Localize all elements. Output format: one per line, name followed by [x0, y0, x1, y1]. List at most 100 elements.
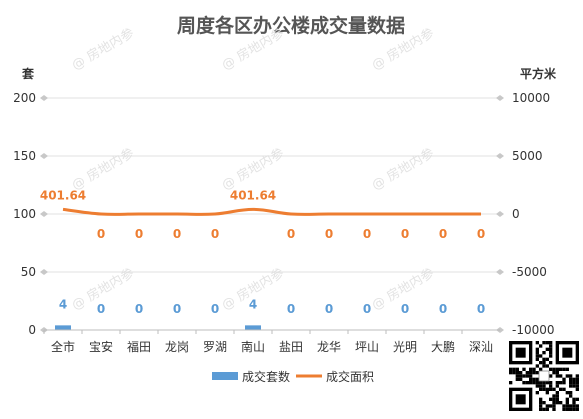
qr-module: [552, 407, 556, 411]
watermark-text: @ 房地内参: [69, 145, 137, 193]
qr-module: [572, 384, 576, 388]
bar-value-label: 0: [135, 302, 143, 316]
qr-module: [545, 341, 549, 345]
qr-module: [549, 354, 553, 358]
qr-module: [539, 344, 543, 348]
qr-module: [532, 371, 536, 375]
line-value-label: 0: [439, 227, 447, 241]
bar-value-label: 0: [287, 302, 295, 316]
qr-module: [545, 347, 549, 351]
qr-module: [569, 407, 573, 411]
qr-module: [572, 407, 576, 411]
qr-code: [509, 341, 579, 411]
right-tick-label: 10000: [512, 91, 550, 105]
qr-module: [539, 354, 543, 358]
qr-module: [542, 361, 546, 365]
line-value-label: 0: [477, 227, 485, 241]
line-series: 401.64 0 0 0 0 401.64 0 0 0 0 0 0: [40, 188, 485, 241]
qr-module: [515, 371, 519, 375]
qr-module: [555, 374, 559, 378]
qr-module: [549, 381, 553, 385]
qr-module: [569, 391, 573, 395]
line-value-label: 0: [287, 227, 295, 241]
qr-module: [549, 404, 553, 408]
qr-module: [562, 377, 566, 381]
qr-module: [565, 367, 569, 371]
qr-module: [549, 367, 553, 371]
category-label: 光明: [393, 340, 417, 354]
qr-module: [535, 371, 539, 375]
qr-module: [555, 401, 559, 405]
bar-value-label: 0: [97, 302, 105, 316]
qr-module: [575, 397, 579, 401]
qr-module: [549, 387, 553, 391]
line-value-label: 401.64: [230, 188, 276, 202]
qr-module: [545, 381, 549, 385]
qr-module: [549, 341, 553, 345]
qr-module: [522, 374, 526, 378]
qr-module: [539, 387, 543, 391]
left-tick-label: 0: [28, 323, 36, 337]
qr-module: [575, 374, 579, 378]
qr-module: [562, 407, 566, 411]
qr-module: [535, 354, 539, 358]
bar-series: 4 0 0 0 0 4 0 0 0 0 0 0: [55, 297, 485, 330]
qr-module: [529, 367, 533, 371]
qr-module: [539, 401, 543, 405]
category-label: 龙华: [317, 340, 341, 354]
legend-swatch-bar: [212, 372, 238, 380]
qr-module: [532, 381, 536, 385]
left-axis: 0 50 100 150 200: [13, 91, 36, 337]
qr-module: [552, 367, 556, 371]
left-tick-marker: [40, 211, 48, 217]
left-axis-unit: 套: [21, 66, 35, 81]
qr-module: [559, 381, 563, 385]
bar-value-label: 4: [59, 297, 67, 311]
qr-module: [575, 384, 579, 388]
qr-module: [515, 374, 519, 378]
qr-module: [552, 387, 556, 391]
qr-center-logo: [538, 370, 550, 382]
line-value-label: 0: [211, 227, 219, 241]
line-value-label: 0: [97, 227, 105, 241]
qr-module: [572, 404, 576, 408]
left-tick-marker: [40, 95, 48, 101]
category-label: 全市: [51, 339, 75, 354]
qr-module: [539, 361, 543, 365]
right-tick-label: -5000: [512, 265, 547, 279]
qr-module: [572, 397, 576, 401]
qr-module: [525, 381, 529, 385]
qr-module: [562, 381, 566, 385]
chart-title: 周度各区办公楼成交量数据: [177, 14, 405, 37]
category-label: 福田: [127, 339, 151, 354]
qr-module: [555, 381, 559, 385]
qr-module: [515, 377, 519, 381]
qr-module: [545, 387, 549, 391]
bar-value-label: 0: [363, 302, 371, 316]
right-tick-label: 0: [512, 207, 520, 221]
right-tick-marker: [496, 269, 504, 275]
qr-module: [555, 394, 559, 398]
qr-module: [532, 367, 536, 371]
bar-value-label: 0: [439, 302, 447, 316]
qr-module: [552, 394, 556, 398]
qr-module: [569, 394, 573, 398]
line-path: [62, 207, 481, 216]
line-value-label: 0: [135, 227, 143, 241]
qr-module: [542, 341, 546, 345]
qr-finder-core: [515, 347, 526, 358]
qr-module: [539, 384, 543, 388]
bar-value-label: 0: [211, 302, 219, 316]
qr-module: [555, 371, 559, 375]
bar-value-label: 0: [401, 302, 409, 316]
qr-module: [562, 367, 566, 371]
qr-module: [535, 377, 539, 381]
line-value-label: 0: [401, 227, 409, 241]
watermark-text: @ 房地内参: [369, 145, 437, 193]
qr-module: [542, 401, 546, 405]
category-label: 南山: [241, 339, 265, 354]
qr-finder-core: [562, 347, 573, 358]
category-label: 龙岗: [165, 340, 189, 354]
qr-module: [545, 407, 549, 411]
